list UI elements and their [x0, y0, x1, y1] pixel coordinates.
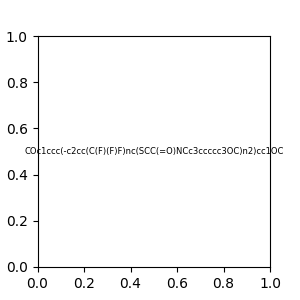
Text: COc1ccc(-c2cc(C(F)(F)F)nc(SCC(=O)NCc3ccccc3OC)n2)cc1OC: COc1ccc(-c2cc(C(F)(F)F)nc(SCC(=O)NCc3ccc…: [24, 147, 284, 156]
